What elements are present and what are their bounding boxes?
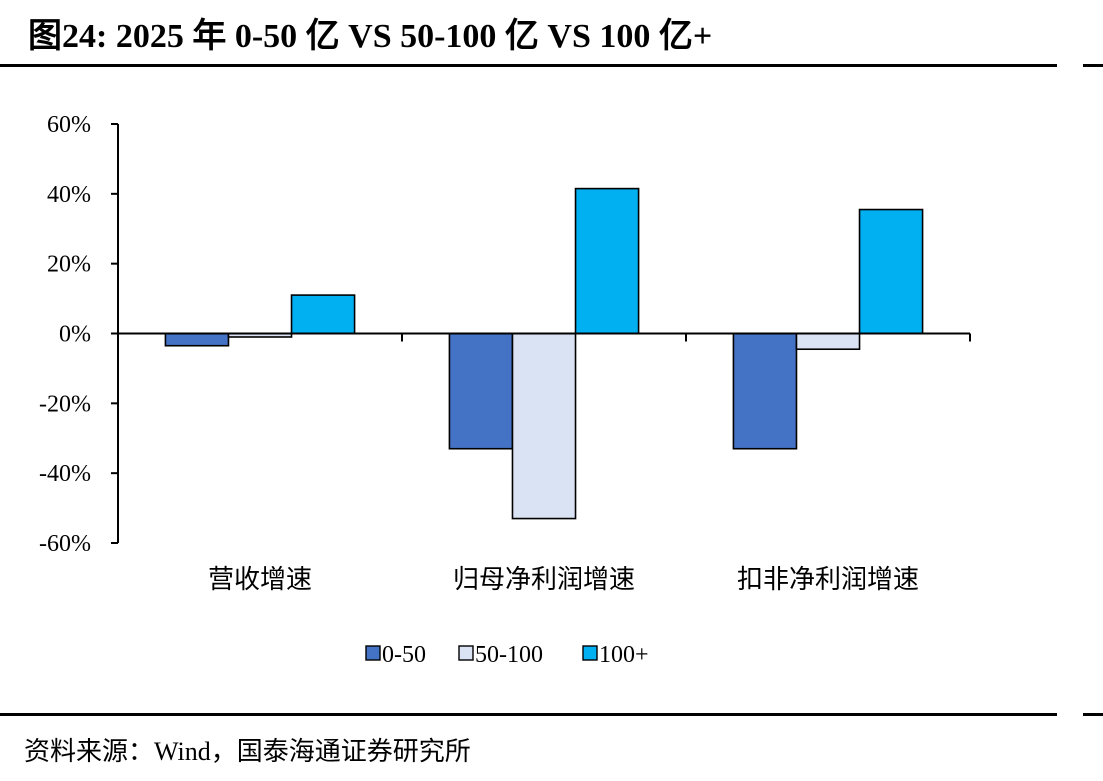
y-tick-label: -20% — [39, 391, 91, 417]
x-axis — [117, 332, 971, 342]
bar-0-50-2 — [732, 332, 798, 450]
top-rule — [0, 64, 1057, 67]
category-label: 归母净利润增速 — [453, 565, 635, 594]
category-label: 扣非净利润增速 — [737, 565, 919, 594]
source-note: 资料来源：Wind，国泰海通证券研究所 — [24, 737, 471, 766]
legend-swatch-0-50 — [365, 645, 381, 661]
y-tick-label: 0% — [59, 322, 91, 348]
category-label: 营收增速 — [208, 565, 312, 594]
legend-label-100+: 100+ — [599, 642, 649, 668]
legend-label-0-50: 0-50 — [382, 642, 426, 668]
legend-swatch-100+ — [582, 645, 598, 661]
legend: 0-50 50-100 100+ — [365, 642, 649, 668]
y-tick-label: 20% — [47, 252, 91, 278]
bar-0-50-1 — [448, 332, 514, 450]
figure-title: 图24: 2025 年 0-50 亿 VS 50-100 亿 VS 100 亿+ — [28, 18, 713, 55]
y-axis: 60% 40% 20% 0% -20% -40% -60% — [39, 112, 119, 557]
legend-swatch-50-100 — [458, 645, 474, 661]
bars — [164, 187, 924, 520]
bar-0-50-0 — [164, 332, 230, 347]
y-tick-label: -40% — [39, 461, 91, 487]
bar-50-100-1 — [511, 332, 577, 520]
legend-label-50-100: 50-100 — [475, 642, 543, 668]
y-tick-label: 60% — [47, 112, 91, 138]
y-tick-label: 40% — [47, 182, 91, 208]
bottom-rule — [0, 713, 1057, 716]
y-tick-label: -60% — [39, 531, 91, 557]
bar-100+-1 — [574, 187, 640, 335]
top-rule-stub — [1083, 64, 1103, 67]
bar-50-100-2 — [795, 332, 861, 351]
category-labels: 营收增速 归母净利润增速 扣非净利润增速 — [208, 565, 919, 594]
bar-100+-2 — [858, 208, 924, 335]
bar-100+-0 — [290, 294, 356, 335]
bottom-rule-stub — [1083, 713, 1103, 716]
